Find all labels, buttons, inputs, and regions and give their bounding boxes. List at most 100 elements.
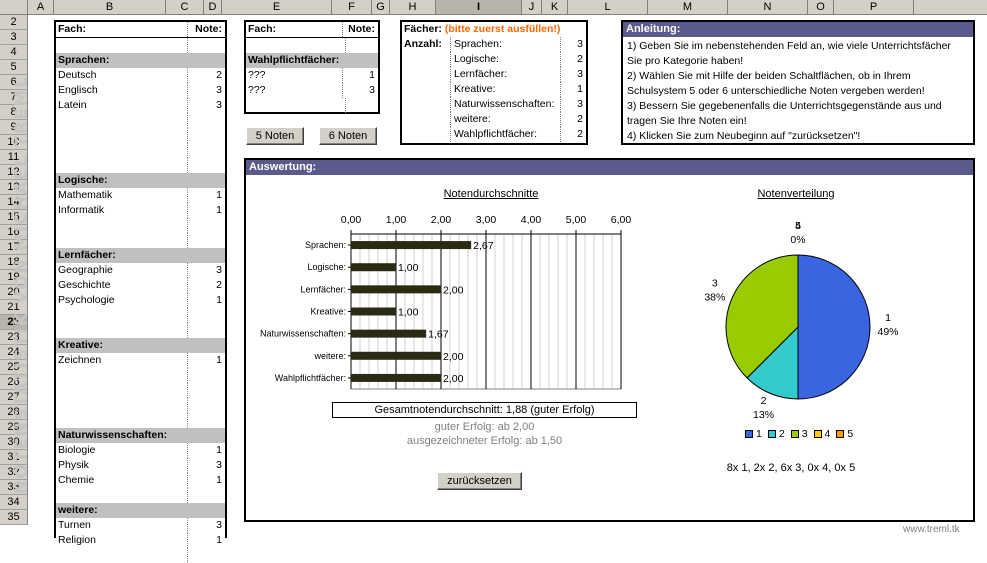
row-header-8[interactable]: 8 (0, 105, 28, 120)
row-header-18[interactable]: 18 (0, 255, 28, 270)
subject-row-value[interactable]: 1 (187, 203, 225, 218)
row-header-20[interactable]: 20 (0, 285, 28, 300)
column-header-h[interactable]: H (390, 0, 436, 15)
category-count-input[interactable]: 2 (560, 127, 586, 142)
blank-row[interactable] (56, 38, 225, 53)
column-header-p[interactable]: P (834, 0, 914, 15)
category-count-input[interactable]: 3 (560, 67, 586, 82)
subject-row[interactable]: Geographie 3 (56, 263, 225, 278)
subject-row-value[interactable]: 3 (187, 458, 225, 473)
six-grades-button[interactable]: 6 Noten (319, 127, 377, 145)
blank-row-value[interactable] (187, 218, 225, 233)
column-header-n[interactable]: N (728, 0, 808, 15)
blank-row[interactable] (56, 113, 225, 128)
wpf-subject-row-value[interactable]: 3 (342, 83, 378, 98)
subject-row[interactable]: Englisch 3 (56, 83, 225, 98)
subject-row-value[interactable]: 3 (187, 83, 225, 98)
subject-row[interactable]: Informatik 1 (56, 203, 225, 218)
row-header-21[interactable]: 21 (0, 300, 28, 315)
subject-row-value[interactable]: 2 (187, 68, 225, 83)
category-count-input[interactable]: 2 (560, 52, 586, 67)
subject-row-value[interactable]: 1 (187, 473, 225, 488)
row-header-5[interactable]: 5 (0, 60, 28, 75)
blank-row[interactable] (56, 158, 225, 173)
blank-row[interactable] (56, 218, 225, 233)
wpf-subject-row[interactable]: ??? 1 (246, 68, 378, 83)
corner-select-all[interactable] (0, 0, 28, 15)
blank-row-value[interactable] (187, 368, 225, 383)
blank-row-value[interactable] (187, 548, 225, 563)
blank-row[interactable] (56, 488, 225, 503)
column-header-j[interactable]: J (522, 0, 542, 15)
row-header-3[interactable]: 3 (0, 30, 28, 45)
blank-row-value[interactable] (187, 488, 225, 503)
wpf-subject-row-value[interactable]: 1 (342, 68, 378, 83)
category-count-input[interactable]: 1 (560, 82, 586, 97)
row-header-26[interactable]: 26 (0, 375, 28, 390)
subject-row-value[interactable]: 3 (187, 518, 225, 533)
row-header-28[interactable]: 28 (0, 405, 28, 420)
subject-row[interactable]: Religion 1 (56, 533, 225, 548)
blank-row[interactable] (56, 308, 225, 323)
subject-row-value[interactable]: 1 (187, 293, 225, 308)
row-header-22[interactable]: 22 (0, 315, 28, 330)
column-header-e[interactable]: E (222, 0, 332, 15)
blank-row-value[interactable] (187, 143, 225, 158)
blank-row-value[interactable] (187, 383, 225, 398)
subject-row-value[interactable]: 3 (187, 98, 225, 113)
column-header-o[interactable]: O (808, 0, 834, 15)
category-count-input[interactable]: 2 (560, 112, 586, 127)
row-header-10[interactable]: 10 (0, 135, 28, 150)
row-header-27[interactable]: 27 (0, 390, 28, 405)
row-header-24[interactable]: 24 (0, 345, 28, 360)
blank-row-value[interactable] (187, 128, 225, 143)
row-header-17[interactable]: 17 (0, 240, 28, 255)
row-header-7[interactable]: 7 (0, 90, 28, 105)
blank-row[interactable] (56, 128, 225, 143)
column-header-g[interactable]: G (372, 0, 390, 15)
row-header-12[interactable]: 12 (0, 165, 28, 180)
column-header-d[interactable]: D (204, 0, 222, 15)
blank-row[interactable] (56, 143, 225, 158)
subject-row[interactable]: Zeichnen 1 (56, 353, 225, 368)
row-header-25[interactable]: 25 (0, 360, 28, 375)
row-header-23[interactable]: 23 (0, 330, 28, 345)
column-header-b[interactable]: B (54, 0, 166, 15)
row-header-14[interactable]: 14 (0, 195, 28, 210)
subject-row[interactable]: Physik 3 (56, 458, 225, 473)
subject-row-value[interactable]: 1 (187, 443, 225, 458)
row-header-13[interactable]: 13 (0, 180, 28, 195)
blank-row-value[interactable] (187, 233, 225, 248)
row-header-6[interactable]: 6 (0, 75, 28, 90)
column-header-a[interactable]: A (28, 0, 54, 15)
wpf-blank-row[interactable] (246, 38, 378, 53)
subject-row-value[interactable]: 3 (187, 263, 225, 278)
subject-row-value[interactable]: 2 (187, 278, 225, 293)
row-header-35[interactable]: 35 (0, 510, 28, 525)
wpf-blank-row[interactable] (246, 98, 378, 113)
blank-row[interactable] (56, 368, 225, 383)
subject-row[interactable]: Mathematik 1 (56, 188, 225, 203)
row-header-33[interactable]: 33 (0, 480, 28, 495)
blank-row-value[interactable] (187, 113, 225, 128)
subject-row[interactable]: Geschichte 2 (56, 278, 225, 293)
column-header-l[interactable]: L (568, 0, 648, 15)
row-header-15[interactable]: 15 (0, 210, 28, 225)
subject-row-value[interactable]: 1 (187, 188, 225, 203)
five-grades-button[interactable]: 5 Noten (246, 127, 304, 145)
subject-row-value[interactable]: 1 (187, 353, 225, 368)
subject-row[interactable]: Deutsch 2 (56, 68, 225, 83)
column-header-f[interactable]: F (332, 0, 372, 15)
column-header-k[interactable]: K (542, 0, 568, 15)
blank-row[interactable] (56, 383, 225, 398)
column-header-c[interactable]: C (166, 0, 204, 15)
subject-row[interactable]: Turnen 3 (56, 518, 225, 533)
row-header-9[interactable]: 9 (0, 120, 28, 135)
blank-row-value[interactable] (187, 308, 225, 323)
blank-row-value[interactable] (187, 413, 225, 428)
row-header-34[interactable]: 34 (0, 495, 28, 510)
row-header-16[interactable]: 16 (0, 225, 28, 240)
column-header-m[interactable]: M (648, 0, 728, 15)
row-header-31[interactable]: 31 (0, 450, 28, 465)
row-header-29[interactable]: 29 (0, 420, 28, 435)
